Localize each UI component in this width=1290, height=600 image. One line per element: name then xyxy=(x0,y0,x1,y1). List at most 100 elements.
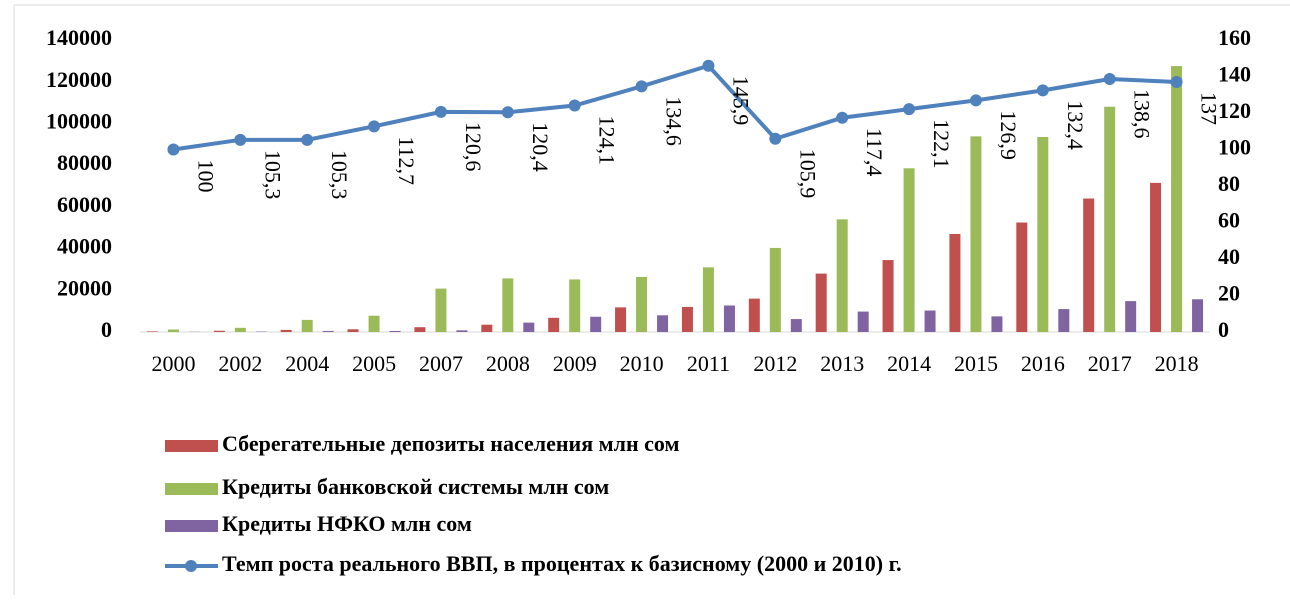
data-label: 132,4 xyxy=(1063,100,1088,149)
bar xyxy=(569,279,580,332)
bar xyxy=(615,307,626,332)
data-label: 137 xyxy=(1197,92,1222,125)
y2-tick-label: 60 xyxy=(1218,208,1240,233)
data-label: 117,4 xyxy=(862,128,887,177)
x-tick-label: 2015 xyxy=(954,351,998,376)
line-marker xyxy=(435,106,447,118)
bar xyxy=(502,278,513,332)
x-tick-label: 2012 xyxy=(753,351,797,376)
bar xyxy=(837,219,848,332)
bar xyxy=(214,331,225,332)
bar xyxy=(904,168,915,332)
bar xyxy=(323,331,334,332)
bar xyxy=(1037,137,1048,332)
y2-tick-label: 120 xyxy=(1218,98,1251,123)
x-tick-label: 2010 xyxy=(620,351,664,376)
legend-label: Кредиты банковской системы млн сом xyxy=(222,474,609,499)
data-label: 105,9 xyxy=(795,149,820,199)
bar xyxy=(991,316,1002,332)
bar xyxy=(1058,309,1069,332)
x-tick-label: 2000 xyxy=(151,351,195,376)
bar xyxy=(414,327,425,332)
bar xyxy=(1016,223,1027,333)
data-label: 134,6 xyxy=(662,96,687,146)
bar xyxy=(1125,301,1136,332)
line-marker xyxy=(636,80,648,92)
line-marker xyxy=(1104,73,1116,85)
y2-tick-label: 80 xyxy=(1218,171,1240,196)
bar xyxy=(883,260,894,332)
x-tick-label: 2017 xyxy=(1088,351,1132,376)
bar xyxy=(703,267,714,332)
line-marker xyxy=(368,120,380,132)
bar xyxy=(435,289,446,332)
line-marker xyxy=(1171,76,1183,88)
y2-tick-label: 140 xyxy=(1218,62,1251,87)
bar xyxy=(682,307,693,332)
bar xyxy=(724,306,735,332)
line-marker xyxy=(970,94,982,106)
bar xyxy=(235,328,246,332)
x-tick-label: 2007 xyxy=(419,351,463,376)
legend-marker xyxy=(185,560,197,572)
y-tick-label: 40000 xyxy=(57,234,112,259)
bar xyxy=(147,331,158,332)
legend-swatch xyxy=(165,520,218,532)
data-label: 126,9 xyxy=(996,110,1021,160)
bar xyxy=(1104,107,1115,332)
bar xyxy=(1171,66,1182,332)
bar xyxy=(925,311,936,332)
x-tick-label: 2014 xyxy=(887,351,931,376)
x-tick-label: 2013 xyxy=(820,351,864,376)
y-tick-label: 140000 xyxy=(46,25,112,50)
line-marker xyxy=(903,103,915,115)
y-tick-label: 20000 xyxy=(57,275,112,300)
y-tick-label: 60000 xyxy=(57,192,112,217)
bar xyxy=(302,320,313,332)
bar xyxy=(590,317,601,332)
bar xyxy=(523,323,534,332)
x-tick-label: 2004 xyxy=(285,351,329,376)
bar xyxy=(348,329,359,332)
y2-tick-label: 0 xyxy=(1218,317,1229,342)
x-tick-label: 2009 xyxy=(553,351,597,376)
line-marker xyxy=(502,106,514,118)
bar xyxy=(816,274,827,332)
y2-tick-label: 100 xyxy=(1218,135,1251,160)
bar xyxy=(168,329,179,332)
bar xyxy=(548,318,559,332)
x-tick-label: 2005 xyxy=(352,351,396,376)
line-marker xyxy=(836,112,848,124)
line-marker xyxy=(702,60,714,72)
data-label: 120,4 xyxy=(528,122,553,171)
data-label: 105,3 xyxy=(260,150,285,200)
legend-label: Кредиты НФКО млн сом xyxy=(222,511,472,536)
bar xyxy=(281,330,292,332)
bar xyxy=(770,248,781,332)
x-tick-label: 2002 xyxy=(218,351,262,376)
line-marker xyxy=(167,144,179,156)
bar xyxy=(1083,199,1094,332)
y-tick-label: 0 xyxy=(101,317,112,342)
data-label: 112,7 xyxy=(394,136,419,185)
y2-tick-label: 40 xyxy=(1218,244,1240,269)
bar xyxy=(749,299,760,332)
data-label: 100 xyxy=(193,160,218,193)
legend-label: Сберегательные депозиты населения млн со… xyxy=(222,431,679,456)
y-tick-label: 120000 xyxy=(46,67,112,92)
bar xyxy=(1150,183,1161,332)
data-label: 120,6 xyxy=(461,122,486,172)
x-tick-label: 2011 xyxy=(687,351,730,376)
legend-label: Темп роста реального ВВП, в процентах к … xyxy=(222,551,902,576)
data-label: 105,3 xyxy=(327,150,352,200)
bar xyxy=(1192,299,1203,332)
legend-swatch xyxy=(165,440,218,452)
line-marker xyxy=(234,134,246,146)
bar xyxy=(949,234,960,332)
y2-tick-label: 160 xyxy=(1218,25,1251,50)
data-label: 122,1 xyxy=(929,119,954,169)
line-marker xyxy=(569,100,581,112)
bar xyxy=(858,312,869,332)
line-marker xyxy=(1037,84,1049,96)
